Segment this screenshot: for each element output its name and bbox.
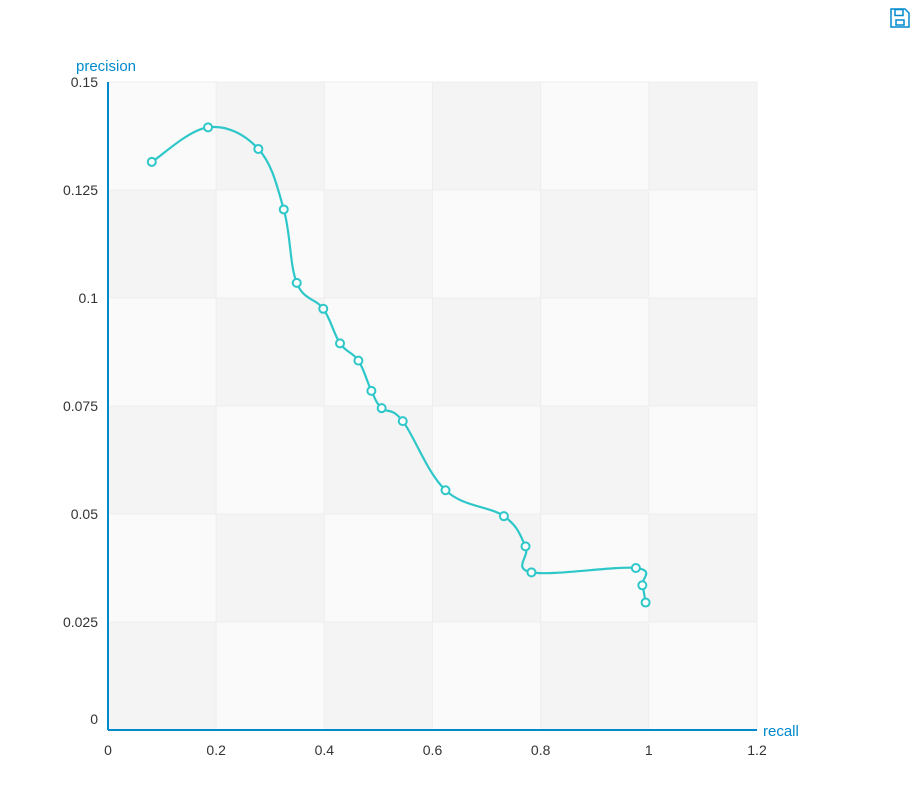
background-band bbox=[648, 622, 757, 730]
data-point bbox=[318, 303, 329, 314]
background-band bbox=[540, 82, 649, 190]
data-point bbox=[640, 597, 651, 608]
background-band bbox=[324, 82, 433, 190]
series-points bbox=[146, 122, 651, 608]
x-tick-label: 0.2 bbox=[206, 742, 226, 758]
background-band bbox=[108, 298, 217, 406]
data-point bbox=[366, 385, 377, 396]
data-point bbox=[335, 338, 346, 349]
y-axis-label: precision bbox=[76, 58, 136, 75]
background-band bbox=[432, 298, 541, 406]
background-band bbox=[324, 190, 433, 298]
y-tick-label: 0.15 bbox=[71, 74, 98, 90]
background-band bbox=[648, 82, 757, 190]
background-band bbox=[324, 406, 433, 514]
background-band bbox=[648, 190, 757, 298]
background-band bbox=[324, 298, 433, 406]
data-point bbox=[203, 122, 214, 133]
y-tick-labels: 0 0.025 0.05 0.075 0.1 0.125 0.15 bbox=[63, 74, 98, 727]
background-band bbox=[432, 514, 541, 622]
background-band bbox=[216, 406, 325, 514]
background-band bbox=[108, 406, 217, 514]
x-tick-label: 0.4 bbox=[315, 742, 335, 758]
background-band bbox=[216, 622, 325, 730]
data-point bbox=[291, 277, 302, 288]
background-band bbox=[432, 622, 541, 730]
data-point bbox=[146, 156, 157, 167]
background-band bbox=[648, 514, 757, 622]
background-band bbox=[108, 514, 217, 622]
background-band bbox=[324, 514, 433, 622]
x-tick-label: 0.6 bbox=[423, 742, 443, 758]
y-tick-label: 0.05 bbox=[71, 506, 98, 522]
x-tick-label: 0.8 bbox=[531, 742, 551, 758]
x-tick-label: 1.2 bbox=[747, 742, 767, 758]
data-point bbox=[353, 355, 364, 366]
data-point bbox=[630, 563, 641, 573]
data-point bbox=[637, 580, 648, 591]
data-point bbox=[498, 511, 509, 522]
data-point bbox=[526, 567, 537, 578]
y-tick-label: 0.125 bbox=[63, 182, 98, 198]
data-point bbox=[440, 485, 451, 496]
background-band bbox=[540, 406, 649, 514]
background-band bbox=[216, 298, 325, 406]
background-band bbox=[216, 514, 325, 622]
background-band bbox=[432, 82, 541, 190]
background-band bbox=[540, 298, 649, 406]
y-tick-label: 0 bbox=[90, 711, 98, 727]
data-point bbox=[397, 416, 408, 427]
save-as-image-button[interactable] bbox=[889, 7, 911, 29]
background-band bbox=[216, 190, 325, 298]
axes bbox=[107, 82, 757, 731]
background-band bbox=[648, 298, 757, 406]
data-point bbox=[253, 143, 264, 154]
background-bands bbox=[108, 82, 757, 730]
save-as-image-icon bbox=[890, 8, 910, 28]
background-band bbox=[108, 190, 217, 298]
x-tick-labels: 0 0.2 0.4 0.6 0.8 1 1.2 bbox=[104, 742, 767, 758]
x-axis-label: recall bbox=[763, 723, 799, 740]
background-band bbox=[540, 190, 649, 298]
background-band bbox=[324, 622, 433, 730]
background-band bbox=[540, 622, 649, 730]
data-point bbox=[278, 204, 289, 215]
x-tick-label: 0 bbox=[104, 742, 112, 758]
background-band bbox=[432, 406, 541, 514]
background-band bbox=[216, 82, 325, 190]
series-line bbox=[151, 125, 648, 603]
y-tick-label: 0.075 bbox=[63, 398, 98, 414]
background-band bbox=[108, 82, 217, 190]
y-tick-label: 0.1 bbox=[79, 290, 99, 306]
data-point bbox=[376, 403, 387, 414]
background-band bbox=[432, 190, 541, 298]
x-tick-label: 1 bbox=[645, 742, 653, 758]
background-band bbox=[108, 622, 217, 730]
background-band bbox=[648, 406, 757, 514]
y-tick-label: 0.025 bbox=[63, 614, 98, 630]
data-point bbox=[520, 541, 531, 552]
